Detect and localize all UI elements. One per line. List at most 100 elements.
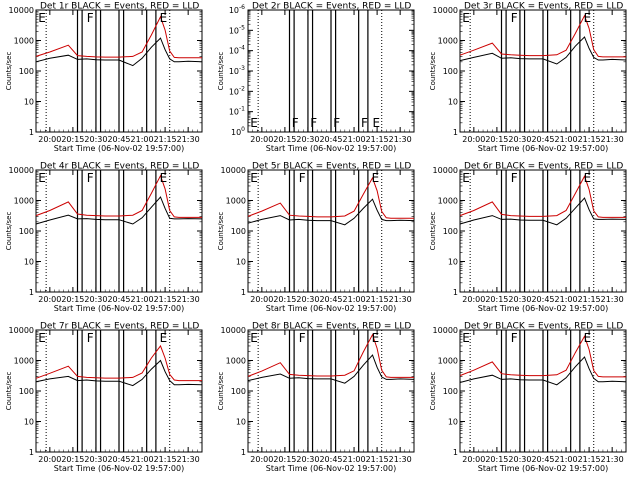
flag-label: F xyxy=(299,171,306,185)
y-tick-label: 10 xyxy=(448,258,458,267)
y-tick-label: 100 xyxy=(443,67,458,76)
y-axis-label: Counts/sec xyxy=(429,372,437,411)
series-lld xyxy=(247,176,414,219)
flag-label: F xyxy=(511,171,518,185)
x-tick-label: 20:45 xyxy=(107,455,130,464)
flag-label: E xyxy=(250,171,258,185)
flag-label: E xyxy=(372,331,380,345)
x-tick-label: 21:00 xyxy=(555,455,578,464)
y-tick-label: 10 xyxy=(24,98,34,107)
x-tick-label: 20:00 xyxy=(250,135,273,144)
y-tick-label: 10-6 xyxy=(229,4,245,15)
x-tick-label: 21:00 xyxy=(555,295,578,304)
panel-title: Det 7r BLACK = Events, RED = LLD xyxy=(40,322,199,332)
x-tick-label: 21:30 xyxy=(177,295,200,304)
x-axis-label: Start Time (06-Nov-02 19:57:00) xyxy=(54,144,184,153)
y-tick-label: 1000 xyxy=(14,357,34,366)
series-events xyxy=(459,36,627,65)
flag-label: F xyxy=(511,11,518,25)
series-lld xyxy=(459,14,626,58)
series-lld xyxy=(35,344,202,382)
series-lld xyxy=(459,335,626,378)
y-tick-label: 100 xyxy=(19,227,34,236)
x-tick-label: 20:15 xyxy=(61,455,84,464)
y-tick-label: 1000 xyxy=(438,37,458,46)
panel-det6r: Det 6r BLACK = Events, RED = LLD 1 10 100 10… xyxy=(429,162,627,313)
y-tick-label: 10000 xyxy=(9,326,34,335)
x-tick-label: 21:30 xyxy=(177,455,200,464)
x-tick-label: 20:15 xyxy=(485,295,508,304)
panel-title: Det 1r BLACK = Events, RED = LLD xyxy=(40,2,199,12)
flag-label: F xyxy=(292,116,299,130)
y-tick-label: 10 xyxy=(236,258,246,267)
x-tick-label: 20:30 xyxy=(296,135,319,144)
y-tick-label: 1000 xyxy=(226,357,246,366)
y-tick-label: 10-4 xyxy=(229,45,245,56)
x-tick-label: 20:45 xyxy=(531,295,554,304)
x-tick-label: 21:00 xyxy=(343,455,366,464)
x-tick-label: 21:00 xyxy=(131,455,154,464)
y-tick-label: 10000 xyxy=(433,326,458,335)
y-axis-label: Counts/sec xyxy=(429,212,437,251)
x-tick-label: 20:15 xyxy=(485,135,508,144)
x-tick-label: 21:15 xyxy=(578,135,601,144)
flag-label: E xyxy=(462,331,470,345)
x-tick-label: 20:15 xyxy=(61,135,84,144)
x-tick-label: 20:30 xyxy=(508,135,531,144)
y-tick-label: 100 xyxy=(443,387,458,396)
y-axis-label: Counts/sec xyxy=(217,52,225,91)
y-tick-label: 10000 xyxy=(221,326,246,335)
x-tick-label: 20:30 xyxy=(296,295,319,304)
x-axis-label: Start Time (06-Nov-02 19:57:00) xyxy=(266,464,396,473)
panel-title: Det 2r BLACK = Events, RED = LLD xyxy=(252,2,411,12)
x-tick-label: 21:30 xyxy=(389,135,412,144)
series-events xyxy=(459,197,627,226)
panel-det1r: Det 1r BLACK = Events, RED = LLD 1 10 100 10… xyxy=(5,2,203,153)
x-tick-label: 21:15 xyxy=(578,455,601,464)
x-tick-label: 20:30 xyxy=(508,295,531,304)
x-tick-label: 20:00 xyxy=(38,455,61,464)
y-tick-label: 1 xyxy=(453,288,458,297)
panel-title: Det 4r BLACK = Events, RED = LLD xyxy=(40,162,199,172)
y-tick-label: 1 xyxy=(241,288,246,297)
x-axis-label: Start Time (06-Nov-02 19:57:00) xyxy=(478,144,608,153)
flag-label: E xyxy=(160,171,168,185)
flag-label: E xyxy=(584,11,592,25)
series-events xyxy=(35,196,203,225)
y-tick-label: 100 xyxy=(231,126,245,137)
x-tick-label: 20:45 xyxy=(531,455,554,464)
y-tick-label: 1 xyxy=(453,448,458,457)
panel-det4r: Det 4r BLACK = Events, RED = LLD 1 10 100 10… xyxy=(5,162,203,313)
y-tick-label: 1000 xyxy=(14,197,34,206)
x-tick-label: 21:00 xyxy=(343,295,366,304)
x-tick-label: 20:30 xyxy=(296,455,319,464)
x-tick-label: 20:45 xyxy=(319,135,342,144)
x-tick-label: 20:00 xyxy=(38,295,61,304)
y-tick-label: 10-1 xyxy=(229,106,245,117)
flag-label: E xyxy=(373,116,381,130)
x-axis-label: Start Time (06-Nov-02 19:57:00) xyxy=(266,304,396,313)
y-axis-label: Counts/sec xyxy=(429,52,437,91)
panel-title: Det 3r BLACK = Events, RED = LLD xyxy=(464,2,623,12)
x-tick-label: 20:00 xyxy=(462,455,485,464)
y-tick-label: 10 xyxy=(448,418,458,427)
y-tick-label: 10-2 xyxy=(229,85,245,96)
y-tick-label: 10000 xyxy=(9,6,34,15)
y-tick-label: 10000 xyxy=(433,166,458,175)
flag-label: E xyxy=(38,331,46,345)
x-tick-label: 20:00 xyxy=(462,135,485,144)
flag-label: E xyxy=(250,116,258,130)
x-tick-label: 20:45 xyxy=(107,295,130,304)
x-tick-label: 20:30 xyxy=(84,295,107,304)
flag-label: E xyxy=(584,331,592,345)
flag-label: F xyxy=(299,331,306,345)
y-tick-label: 100 xyxy=(443,227,458,236)
x-tick-label: 20:15 xyxy=(273,135,296,144)
x-tick-label: 21:30 xyxy=(389,295,412,304)
x-tick-label: 21:15 xyxy=(154,135,177,144)
flag-label: E xyxy=(462,11,470,25)
y-axis-label: Counts/sec xyxy=(217,372,225,411)
x-tick-label: 20:45 xyxy=(319,455,342,464)
x-axis-label: Start Time (06-Nov-02 19:57:00) xyxy=(54,464,184,473)
x-tick-label: 20:45 xyxy=(107,135,130,144)
